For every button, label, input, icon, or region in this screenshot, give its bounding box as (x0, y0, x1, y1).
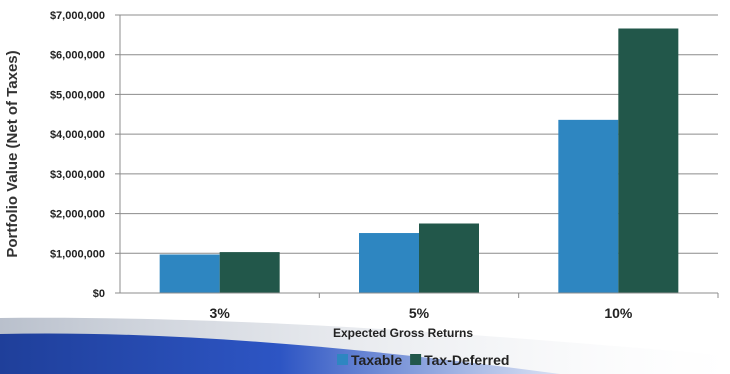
y-axis-title: Portfolio Value (Net of Taxes) (4, 50, 21, 257)
bar-tax-deferred-3 (618, 28, 679, 293)
legend-label: Tax-Deferred (424, 352, 509, 368)
legend-swatch (337, 354, 348, 365)
legend-swatch (410, 354, 422, 365)
legend-label: Taxable (351, 352, 402, 368)
y-tick-label: $7,000,000 (50, 10, 105, 22)
bar-tax-deferred-2 (419, 223, 479, 293)
y-axis-ticks: $0 $1,000,000 $2,000,000 $3,000,000 $4,000,0… (50, 10, 120, 300)
y-tick-label: $3,000,000 (50, 169, 105, 181)
bar-tax-deferred-1 (219, 252, 280, 293)
y-tick-label: $4,000,000 (50, 129, 105, 141)
x-tick-label: 10% (604, 305, 633, 321)
y-tick-label: $1,000,000 (50, 248, 105, 260)
legend: Taxable Tax-Deferred (337, 352, 509, 368)
bar-taxable-1 (159, 254, 220, 293)
y-tick-label: $6,000,000 (50, 50, 105, 62)
bar-taxable-3 (558, 119, 619, 294)
bar-taxable-2 (359, 233, 419, 293)
x-tick-label: 5% (409, 305, 430, 321)
x-axis: 3% 5% 10% (119, 15, 719, 321)
y-tick-label: $5,000,000 (50, 89, 105, 101)
bars (159, 28, 679, 294)
y-tick-label: $0 (93, 288, 105, 300)
y-tick-label: $2,000,000 (50, 209, 105, 221)
x-tick-label: 3% (210, 305, 231, 321)
x-axis-title: Expected Gross Returns (333, 326, 473, 340)
